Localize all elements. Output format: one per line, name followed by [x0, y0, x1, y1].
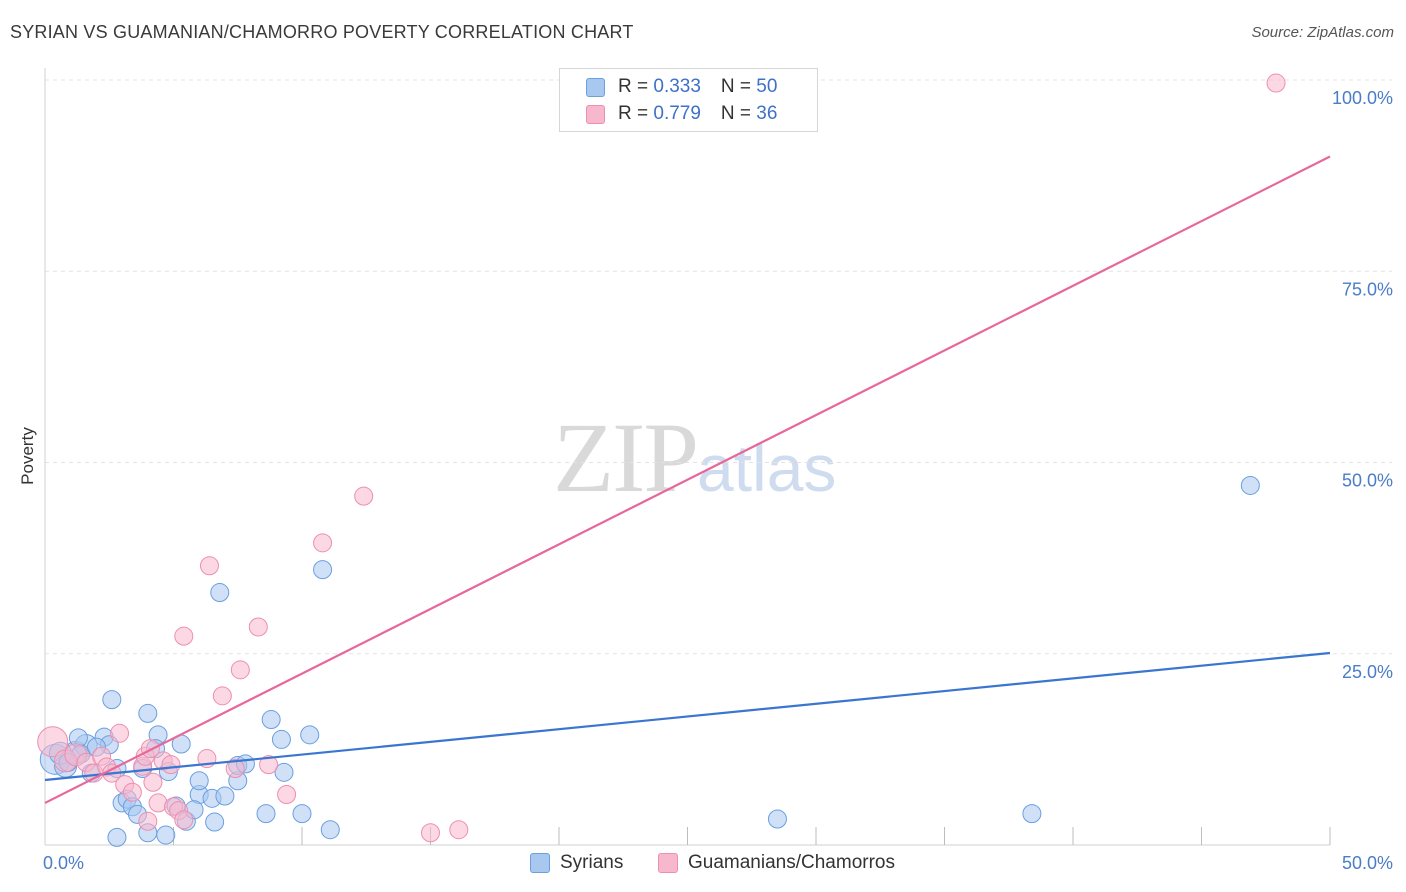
correlation-legend: R = 0.333 N = 50 R = 0.779 N = 36	[559, 68, 818, 132]
syrian-point	[274, 762, 294, 782]
syrian-point	[156, 825, 176, 845]
syrian-point	[1240, 475, 1260, 495]
syrian-point	[292, 804, 312, 824]
syrian-point	[1022, 804, 1042, 824]
syrian-point	[189, 771, 209, 791]
label-layer: 25.0% 50.0% 75.0% 100.0% 0.0% 50.0% Poverty	[18, 88, 1393, 873]
guamanian-point	[212, 686, 232, 706]
y-tick-label: 50.0%	[1342, 471, 1393, 491]
trend-layer	[44, 155, 1331, 804]
guamanian-point	[37, 726, 69, 758]
syrian-point	[138, 703, 158, 723]
guamanian-point	[138, 811, 158, 831]
guamanian-point	[248, 617, 268, 637]
syrian-point	[320, 820, 340, 840]
legend-n-label-guamanians: N =	[720, 103, 757, 124]
bottom-legend-guamanians: Guamanians/Chamorros	[658, 852, 895, 874]
syrian-point	[210, 583, 230, 603]
legend-r-value-syrians: 0.333	[653, 76, 701, 97]
syrian-trend-line	[44, 651, 1331, 782]
legend-n-value-syrians: 50	[756, 76, 778, 97]
syrian-point	[313, 560, 333, 580]
legend-n-value-guamanians: 36	[756, 103, 778, 124]
syrian-point	[767, 809, 787, 829]
guamanian-point	[449, 820, 469, 840]
legend-swatch-syrians	[586, 77, 605, 97]
guamanian-point	[122, 782, 142, 802]
legend-r-label-syrians: R =	[618, 76, 654, 97]
guamanian-point	[259, 755, 279, 775]
guamanian-point	[110, 723, 130, 743]
x-tick-label: 50.0%	[1342, 853, 1393, 873]
y-axis-label: Poverty	[18, 427, 37, 485]
legend-row-syrians: R = 0.333 N = 50	[586, 75, 777, 99]
guamanian-point	[1266, 73, 1286, 93]
guamanian-point	[143, 772, 163, 792]
y-tick-label: 100.0%	[1332, 88, 1393, 108]
x-tick-label: 0.0%	[43, 853, 84, 873]
syrian-point	[300, 725, 320, 745]
syrian-point	[107, 827, 127, 847]
bottom-legend-label-syrians: Syrians	[560, 852, 624, 873]
guamanian-trend-line	[44, 155, 1331, 804]
legend-r-label-guamanians: R =	[618, 103, 654, 124]
syrian-point	[271, 729, 291, 749]
legend-n-label-syrians: N =	[720, 76, 757, 97]
guamanian-point	[313, 533, 333, 553]
legend-r-value-guamanians: 0.779	[653, 103, 701, 124]
guamanian-point	[421, 823, 440, 843]
syrian-point	[261, 710, 281, 730]
syrian-point	[215, 786, 235, 806]
y-tick-label: 75.0%	[1342, 279, 1393, 299]
axis-layer	[44, 68, 1331, 846]
guamanian-point	[174, 626, 194, 646]
bottom-legend-swatch-guamanians	[658, 853, 678, 873]
grid-layer	[45, 79, 1392, 655]
bottom-legend-syrians: Syrians	[530, 852, 623, 874]
syrian-point	[102, 690, 122, 710]
watermark-atlas: atlas	[697, 431, 837, 505]
watermark-zip: ZIP	[553, 402, 699, 513]
guamanian-point	[225, 759, 245, 778]
guamanian-point	[161, 755, 181, 775]
y-tick-label: 25.0%	[1342, 662, 1393, 682]
source-credit: Source: ZipAtlas.com	[1251, 24, 1394, 41]
guamanian-point	[199, 556, 219, 576]
guamanian-point	[230, 660, 250, 680]
chart-title: SYRIAN VS GUAMANIAN/CHAMORRO POVERTY COR…	[10, 22, 634, 42]
guamanian-point	[277, 785, 297, 805]
watermark: ZIPatlas	[553, 400, 836, 515]
guamanian-point	[354, 486, 374, 506]
syrian-point	[205, 812, 225, 832]
guamanian-point	[174, 810, 194, 830]
bottom-legend-swatch-syrians	[530, 853, 550, 873]
legend-swatch-guamanians	[586, 104, 605, 124]
legend-row-guamanians: R = 0.779 N = 36	[586, 102, 777, 126]
point-layer	[37, 73, 1286, 847]
bottom-legend-label-guamanians: Guamanians/Chamorros	[688, 852, 895, 873]
syrian-point	[256, 804, 276, 824]
